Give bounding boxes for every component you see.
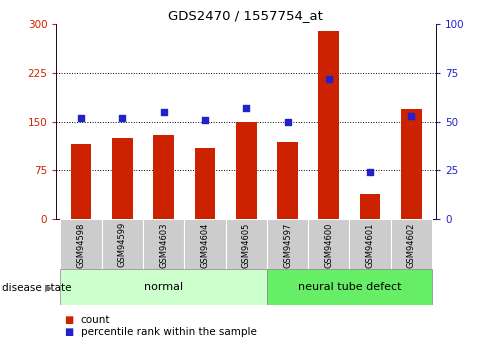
Bar: [143, 219, 184, 271]
Text: GSM94600: GSM94600: [324, 222, 333, 268]
Text: GSM94598: GSM94598: [76, 222, 86, 268]
Bar: [102, 219, 143, 271]
Text: percentile rank within the sample: percentile rank within the sample: [81, 327, 257, 337]
Bar: [60, 219, 102, 271]
Text: normal: normal: [144, 282, 183, 292]
Bar: [195, 148, 215, 219]
Point: [160, 109, 168, 115]
Text: GSM94601: GSM94601: [366, 222, 374, 268]
Text: GSM94603: GSM94603: [159, 222, 168, 268]
Text: ■: ■: [64, 315, 73, 325]
Text: GSM94599: GSM94599: [118, 222, 127, 267]
Bar: [112, 138, 133, 219]
Bar: [349, 219, 391, 271]
Bar: [236, 122, 257, 219]
Text: GSM94605: GSM94605: [242, 222, 251, 268]
Bar: [153, 135, 174, 219]
Bar: [267, 219, 308, 271]
Text: count: count: [81, 315, 110, 325]
Bar: [267, 269, 432, 305]
Text: GDS2470 / 1557754_at: GDS2470 / 1557754_at: [168, 9, 322, 22]
Bar: [391, 219, 432, 271]
Point: [407, 113, 415, 119]
Point: [201, 117, 209, 122]
Bar: [308, 219, 349, 271]
Bar: [225, 219, 267, 271]
Point: [77, 115, 85, 120]
Point: [366, 169, 374, 175]
Text: disease state: disease state: [2, 283, 72, 293]
Bar: [60, 269, 267, 305]
Point: [243, 105, 250, 111]
Bar: [318, 31, 339, 219]
Bar: [184, 219, 225, 271]
Text: neural tube defect: neural tube defect: [297, 282, 401, 292]
Bar: [401, 109, 422, 219]
Text: ▶: ▶: [46, 283, 53, 293]
Bar: [277, 142, 298, 219]
Bar: [360, 194, 380, 219]
Bar: [71, 144, 92, 219]
Text: GSM94602: GSM94602: [407, 222, 416, 268]
Point: [119, 115, 126, 120]
Text: GSM94604: GSM94604: [200, 222, 209, 268]
Point: [284, 119, 292, 125]
Text: GSM94597: GSM94597: [283, 222, 292, 268]
Point: [325, 76, 333, 81]
Text: ■: ■: [64, 327, 73, 337]
